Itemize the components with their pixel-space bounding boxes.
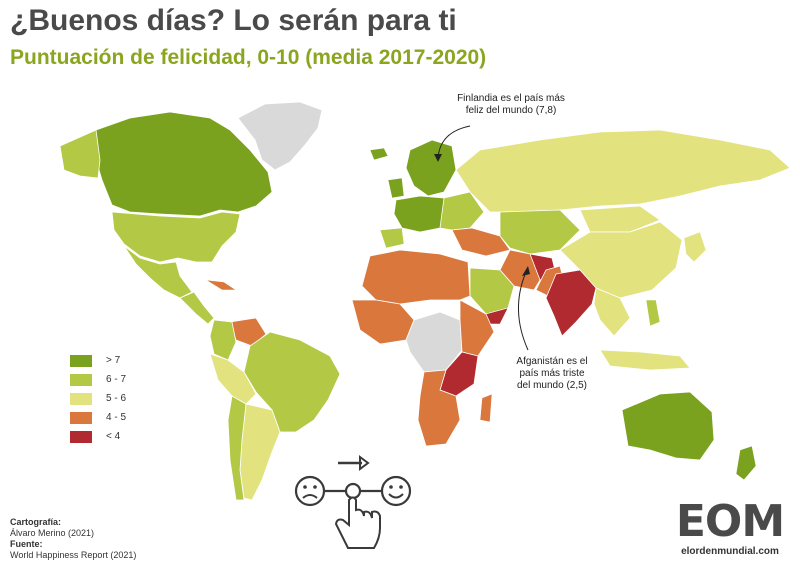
scandinavia [405,139,457,197]
philippines [645,299,661,327]
cartography-value: Álvaro Merino (2021) [10,528,95,538]
legend-swatch [70,392,92,405]
afghanistan-annotation: Afganistán es el país más triste del mun… [502,356,602,392]
uk-ireland [387,177,405,199]
russia [455,129,791,213]
afghanistan-arrowhead [522,266,530,276]
afghanistan-annotation-line3: del mundo (2,5) [516,380,588,391]
legend-item: 5 - 6 [70,392,126,405]
mexico [123,245,193,299]
legend-swatch [70,354,92,367]
legend-label: 4 - 5 [106,412,127,423]
finland-annotation-line2: feliz del mundo (7,8) [465,105,557,116]
canada [95,111,273,217]
mongolia [579,205,661,233]
legend-item: < 4 [70,430,126,443]
finland-arrowhead [434,154,442,162]
legend-label: > 7 [106,355,121,366]
pointing-hand-icon [334,496,381,549]
cartography-label: Cartografía: [10,517,62,527]
brazil [243,331,341,433]
australia [621,391,715,461]
legend-swatch [70,373,92,386]
madagascar [479,393,493,423]
iberia [379,227,405,249]
slider-knob [344,482,362,500]
argentina [239,403,281,501]
legend-item: 6 - 7 [70,373,126,386]
legend-label: 6 - 7 [106,374,127,385]
southern-africa [417,369,461,447]
indonesia [599,349,691,371]
peru [209,353,257,405]
afghanistan-pointer [518,271,529,351]
iceland [369,147,389,161]
logo-text: EOM [675,496,785,547]
legend-label: < 4 [106,431,121,442]
legend-swatch [70,430,92,443]
southeast-asia [593,287,631,337]
arrow-right-icon [338,455,370,471]
map-subtitle: Puntuación de felicidad, 0-10 (media 201… [10,46,487,69]
legend-label: 5 - 6 [106,393,127,404]
legend-item: 4 - 5 [70,411,126,424]
central-asia [499,209,581,255]
caribbean [205,279,237,291]
legend: > 7 6 - 7 5 - 6 4 - 5 < 4 [70,354,126,449]
source-value: World Happiness Report (2021) [10,550,137,560]
west-africa [351,299,415,345]
japan-korea [683,231,707,263]
sad-face-icon [294,475,326,507]
afghanistan-annotation-line1: Afganistán es el [516,356,588,367]
north-africa [361,249,471,305]
finland-annotation: Finlandia es el país más feliz del mundo… [446,93,576,117]
finland-pointer [437,125,471,159]
central-america [179,291,215,325]
legend-swatch [70,411,92,424]
colombia [209,319,237,361]
eom-logo[interactable]: EOM elordenmundial.com [668,496,792,558]
usa [111,211,241,263]
alaska [59,129,101,179]
legend-item: > 7 [70,354,126,367]
finland-annotation-line1: Finlandia es el país más [457,93,565,104]
afghanistan-annotation-line2: país más triste [519,368,585,379]
happy-face-icon [380,475,412,507]
source-label: Fuente: [10,539,43,549]
new-zealand [735,445,757,481]
chile [227,395,247,501]
credits: Cartografía: Álvaro Merino (2021) Fuente… [10,517,136,561]
map-title: ¿Buenos días? Lo serán para ti [10,4,457,37]
india [545,269,597,337]
logo-url[interactable]: elordenmundial.com [681,546,779,557]
greenland [237,101,323,171]
